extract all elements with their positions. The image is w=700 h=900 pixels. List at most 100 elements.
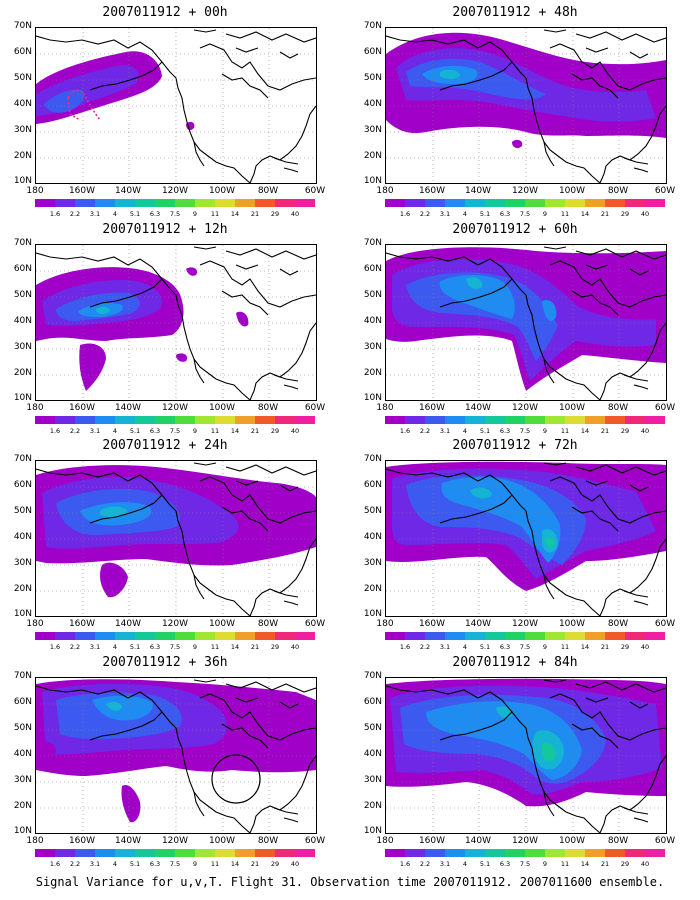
colorbar-label: 4: [112, 210, 118, 218]
coastline: [585, 480, 609, 486]
colorbar-label: 3.1: [439, 643, 451, 651]
coastline: [571, 506, 619, 532]
colorbar-swatch: [425, 632, 445, 640]
colorbar-label: 5.1: [479, 643, 491, 651]
variance-contour: [44, 89, 85, 113]
coastline: [623, 157, 649, 165]
longitude-label: 160W: [68, 403, 96, 413]
colorbar-swatch: [645, 849, 665, 857]
longitude-label: 80W: [257, 403, 279, 413]
colorbar-label: 9: [542, 427, 548, 435]
colorbar-label: 40: [640, 210, 650, 218]
colorbar-swatch: [155, 849, 175, 857]
latitude-label: 70N: [13, 21, 32, 31]
colorbar-swatch: [545, 199, 565, 207]
latitude-label: 50N: [13, 723, 32, 733]
colorbar-label: 6.3: [499, 643, 511, 651]
map-panel: 2007011912 + 72h 70N 60N 50N 40N 30N 20N 10N 180…: [350, 438, 680, 656]
colorbar-swatch: [75, 849, 95, 857]
colorbar-swatch: [95, 199, 115, 207]
latitude-label: 20N: [363, 584, 382, 594]
latitude-label: 40N: [363, 749, 382, 759]
latitude-label: 10N: [13, 176, 32, 186]
coastline: [193, 358, 205, 384]
colorbar-swatch: [215, 416, 235, 424]
coastline: [283, 817, 299, 823]
colorbar-label: 40: [290, 427, 300, 435]
coastline: [439, 61, 513, 91]
colorbar-swatch: [565, 199, 585, 207]
longitude-label: 180: [376, 836, 394, 846]
longitude-label: 100W: [208, 836, 236, 846]
colorbar-swatch: [405, 632, 425, 640]
longitude-label: 60W: [654, 836, 676, 846]
latitude-label: 40N: [13, 316, 32, 326]
coastline: [279, 701, 299, 709]
colorbar-label: 7.5: [519, 860, 531, 868]
colorbar-label: 29: [620, 860, 630, 868]
colorbar-swatch: [505, 199, 525, 207]
coastline: [525, 294, 601, 400]
colorbar-label: 1.6: [49, 643, 61, 651]
colorbar-label: 40: [290, 860, 300, 868]
colorbar-label: 7.5: [169, 427, 181, 435]
colorbar-label: 1.6: [399, 427, 411, 435]
coastline: [249, 322, 316, 400]
colorbar-label: 5.1: [479, 860, 491, 868]
colorbar-swatch: [75, 416, 95, 424]
map-panel: 2007011912 + 12h 70N 60N 50N 40N 30N 20N 10N 180…: [0, 222, 330, 440]
coastline: [549, 693, 666, 741]
coastline: [575, 464, 666, 476]
coastline: [623, 807, 649, 815]
coastline: [199, 43, 316, 91]
colorbar-swatch: [465, 199, 485, 207]
longitude-label: 140W: [114, 186, 142, 196]
latitude-label: 30N: [13, 125, 32, 135]
colorbar-label: 6.3: [499, 427, 511, 435]
colorbar-label: 4: [462, 643, 468, 651]
latitude-label: 10N: [363, 393, 382, 403]
colorbar-swatch: [465, 632, 485, 640]
colorbar-label: 4: [462, 210, 468, 218]
longitude-label: 160W: [418, 619, 446, 629]
longitude-label: 120W: [161, 186, 189, 196]
colorbar-swatch: [275, 416, 295, 424]
coastline: [386, 35, 527, 79]
colorbar-swatch: [95, 632, 115, 640]
colorbar-swatch: [525, 416, 545, 424]
coastline: [199, 260, 316, 308]
colorbar-label: 3.1: [439, 860, 451, 868]
colorbar-swatch: [115, 416, 135, 424]
longitude-label: 60W: [304, 186, 326, 196]
longitude-label: 180: [26, 836, 44, 846]
coastline: [193, 462, 217, 466]
longitude-label: 60W: [654, 619, 676, 629]
longitude-label: 140W: [114, 403, 142, 413]
longitude-label: 140W: [464, 403, 492, 413]
colorbar-swatch: [385, 199, 405, 207]
colorbar: [35, 416, 315, 424]
variance-contour: [36, 741, 56, 756]
coastline: [599, 105, 666, 183]
colorbar-label: 4: [462, 860, 468, 868]
longitude-label: 100W: [208, 619, 236, 629]
coastline: [629, 701, 649, 709]
longitude-label: 180: [376, 619, 394, 629]
map-panel: 2007011912 + 36h 70N 60N 50N 40N 30N 20N 10N 180…: [0, 655, 330, 873]
latitude-label: 60N: [363, 47, 382, 57]
colorbar-label: 5.1: [129, 860, 141, 868]
colorbar-swatch: [605, 632, 625, 640]
coastline: [175, 77, 251, 183]
coastline: [36, 468, 177, 512]
colorbar-swatch: [465, 416, 485, 424]
latitude-label: 20N: [13, 151, 32, 161]
colorbar-label: 9: [192, 643, 198, 651]
variance-contour: [121, 784, 141, 823]
coastline: [629, 268, 649, 276]
coastline: [439, 278, 513, 308]
latitude-label: 70N: [13, 454, 32, 464]
latitude-label: 50N: [363, 723, 382, 733]
coastline: [193, 679, 217, 683]
latitude-label: 30N: [13, 558, 32, 568]
latitude-label: 10N: [363, 176, 382, 186]
